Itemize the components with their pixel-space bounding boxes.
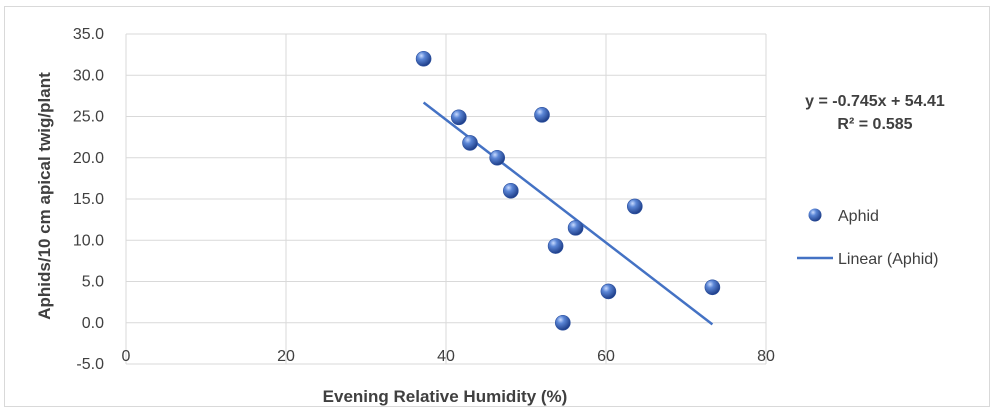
x-axis-title: Evening Relative Humidity (%) <box>323 387 568 406</box>
y-tick-label: 25.0 <box>73 109 104 126</box>
legend-label-linear: Linear (Aphid) <box>838 251 939 268</box>
y-axis-title: Aphids/10 cm apical twig/plant <box>35 72 54 320</box>
x-tick-label: 60 <box>597 348 615 365</box>
legend-label-aphid: Aphid <box>838 208 879 225</box>
data-points <box>415 50 721 331</box>
data-point <box>567 220 584 236</box>
y-tick-label: 10.0 <box>73 232 104 249</box>
y-tick-label: 30.0 <box>73 67 104 84</box>
data-point <box>462 135 478 151</box>
x-tick-label: 0 <box>122 348 131 365</box>
r-squared-label: R² = 0.585 <box>837 116 912 133</box>
y-tick-label: 35.0 <box>73 26 104 43</box>
data-point <box>547 238 564 254</box>
data-point <box>626 198 643 215</box>
legend: Aphid Linear (Aphid) <box>797 208 939 268</box>
x-tick-labels: 0 20 40 60 80 <box>122 348 775 365</box>
x-tick-label: 80 <box>757 348 775 365</box>
data-point <box>450 109 467 126</box>
data-point <box>554 314 571 331</box>
x-tick-label: 20 <box>277 348 295 365</box>
y-tick-label: 5.0 <box>82 274 104 291</box>
data-point <box>415 50 432 67</box>
x-tick-label: 40 <box>437 348 455 365</box>
y-tick-label: 15.0 <box>73 191 104 208</box>
y-tick-label: -5.0 <box>76 356 104 373</box>
grid <box>125 33 767 365</box>
data-point <box>534 107 550 123</box>
data-point <box>489 149 506 166</box>
trendline-equation: y = -0.745x + 54.41 <box>805 93 945 110</box>
y-tick-labels: 35.0 30.0 25.0 20.0 15.0 10.0 5.0 0.0 -5.0 <box>73 26 104 373</box>
y-tick-label: 20.0 <box>73 150 104 167</box>
chart-frame <box>4 6 990 407</box>
y-tick-label: 0.0 <box>82 315 104 332</box>
legend-marker-aphid <box>808 208 822 222</box>
data-point <box>502 182 519 199</box>
data-point <box>704 279 721 296</box>
data-point <box>600 283 617 300</box>
